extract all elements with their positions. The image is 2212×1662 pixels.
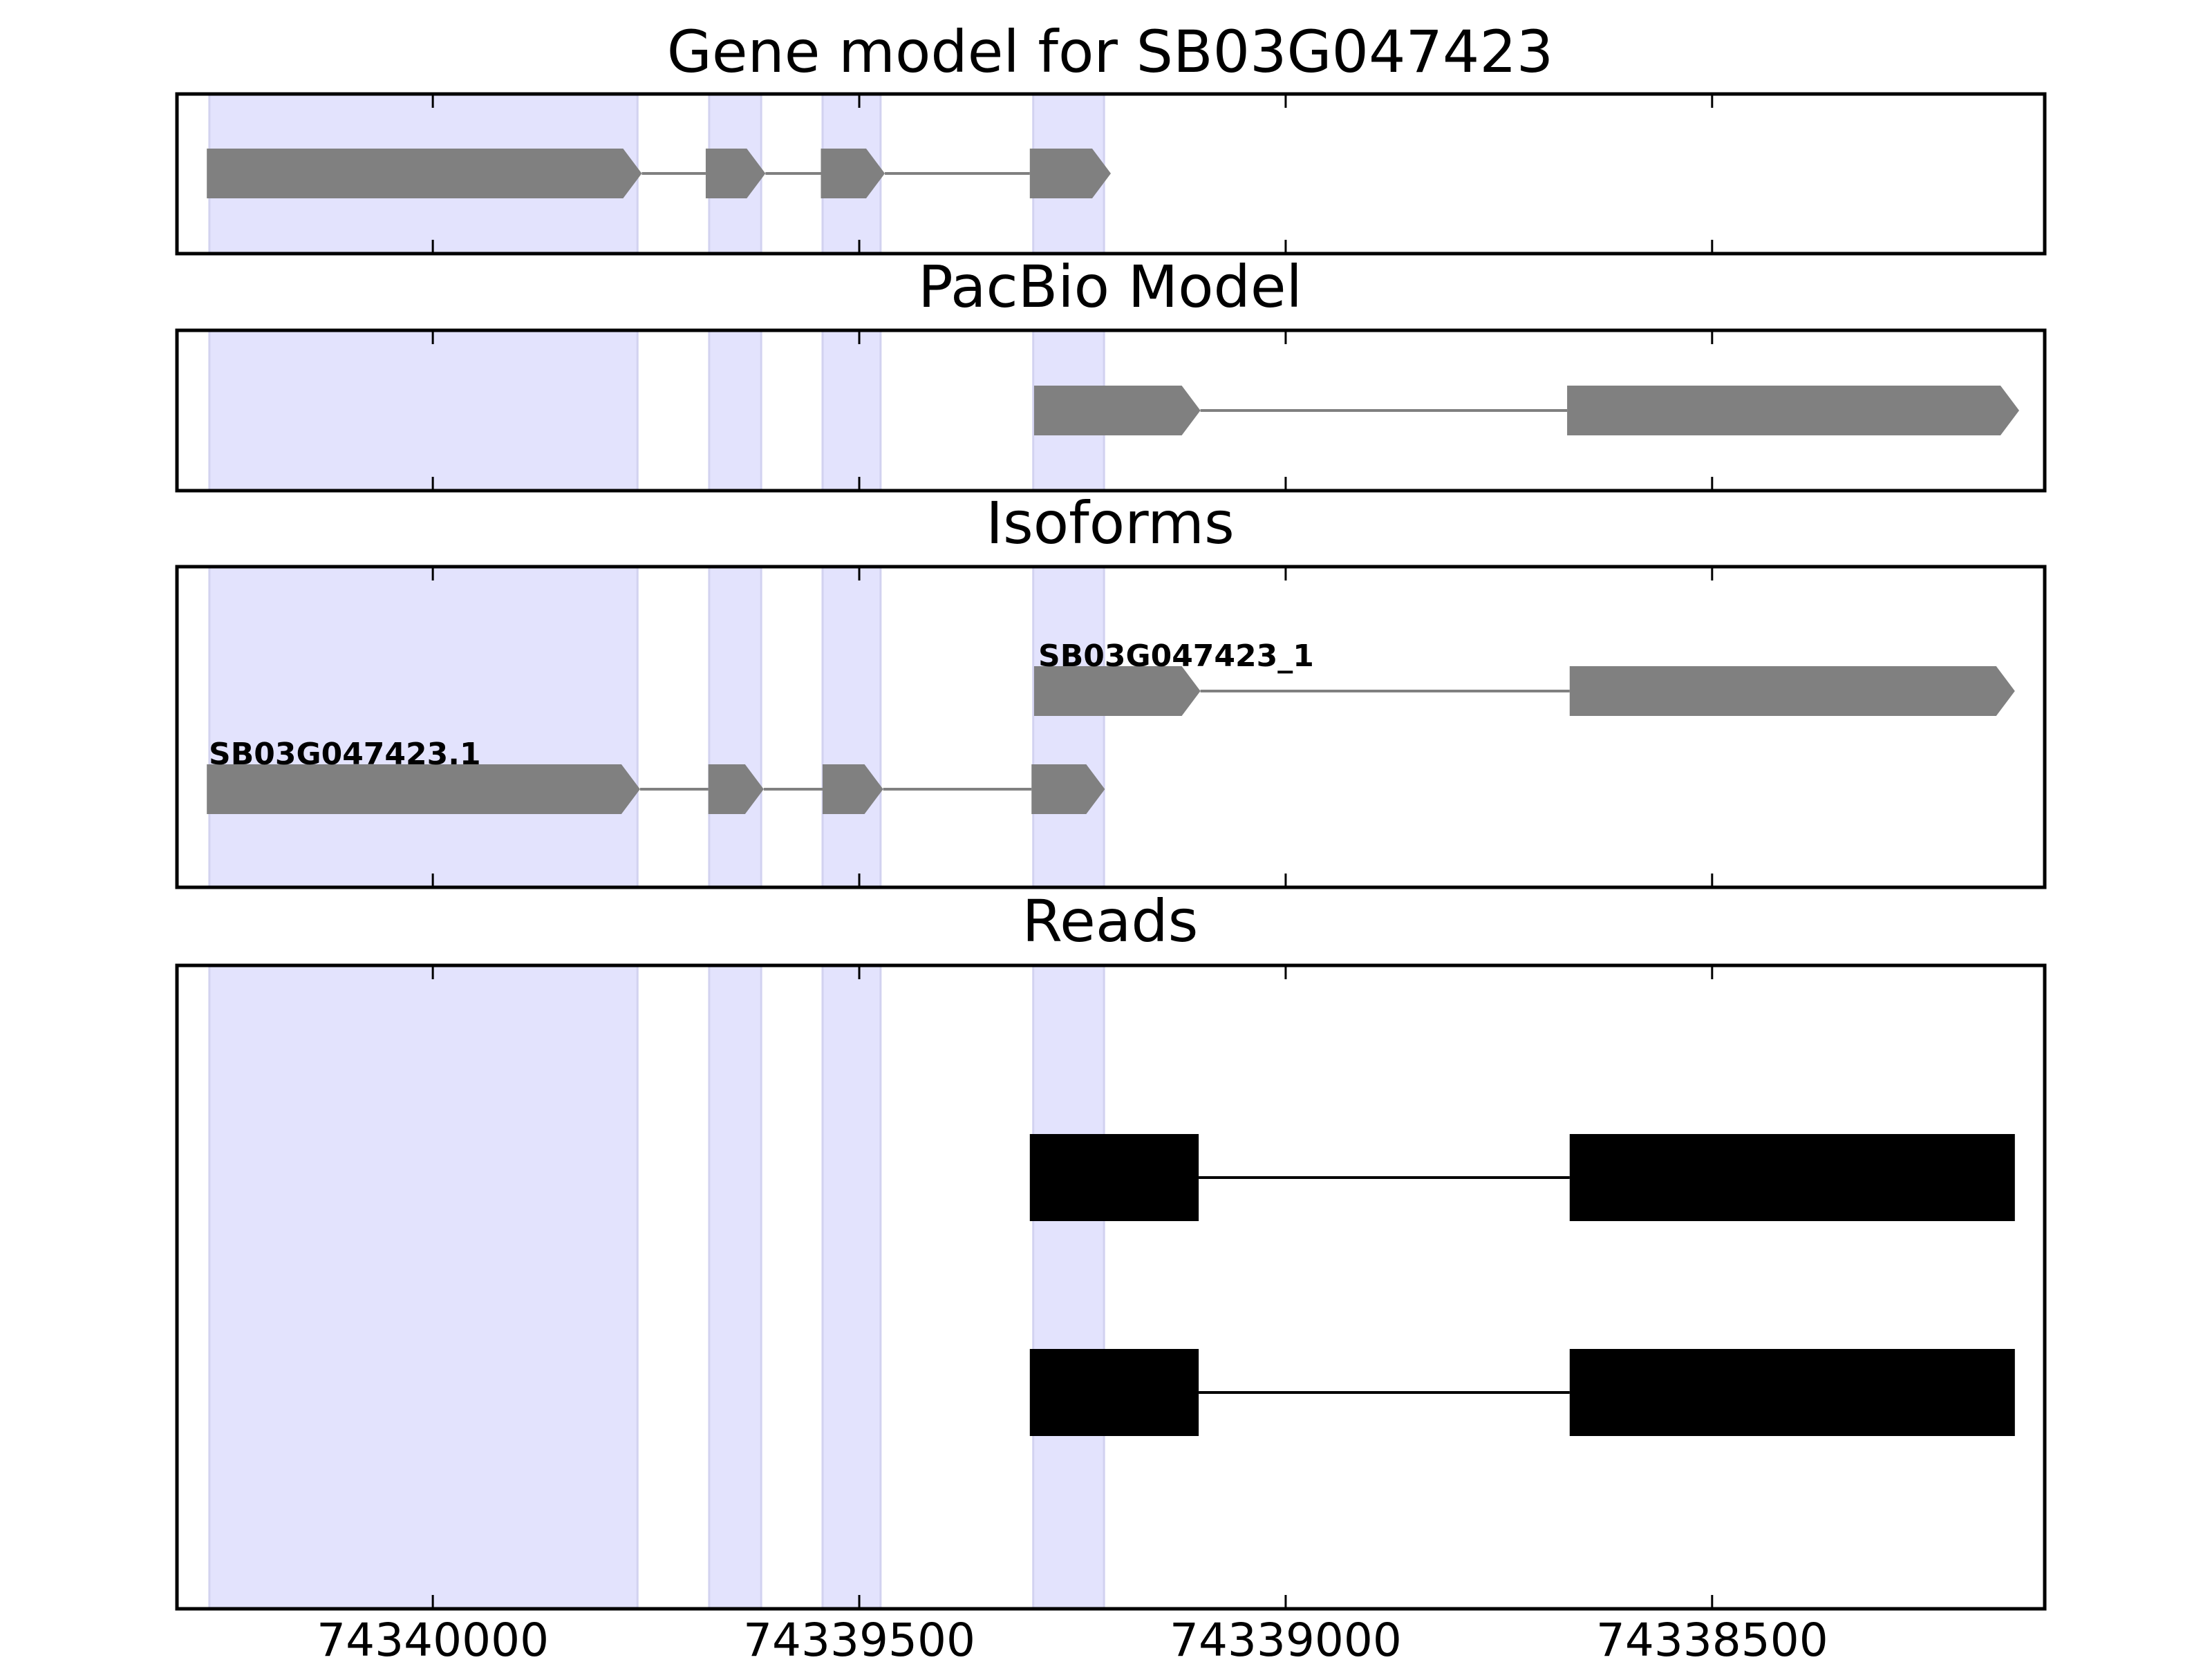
exon-arrow	[705, 149, 766, 198]
read-block	[1029, 1349, 1199, 1436]
highlight-band	[821, 565, 882, 889]
x-tick-label: 74338500	[1596, 1614, 1828, 1659]
exon-arrow	[1029, 149, 1111, 198]
exon-arrow	[822, 764, 883, 814]
x-tick-label: 74340000	[317, 1614, 549, 1659]
frame-layer	[175, 92, 2047, 1611]
panel-title-gene-model: Gene model for SB03G047423	[667, 18, 1553, 86]
read-block	[1029, 1134, 1199, 1221]
isoform-label-sb03g047423-dot-1: SB03G047423.1	[209, 737, 481, 772]
highlight-band	[208, 329, 639, 492]
panel-title-reads: Reads	[1022, 887, 1199, 955]
panel-title-isoforms: Isoforms	[986, 489, 1235, 557]
exon-arrow	[1567, 386, 2019, 435]
x-axis-ticks: 74340000 74339500 74339000 74338500	[317, 94, 1828, 1662]
x-tick-label: 74339500	[743, 1614, 975, 1659]
highlight-band	[708, 329, 762, 492]
highlight-band	[821, 329, 882, 492]
highlight-band	[1032, 565, 1105, 889]
panel-frame	[175, 328, 2047, 493]
exon-arrow	[708, 764, 764, 814]
panel-frame	[175, 92, 2047, 256]
read-block	[1569, 1349, 2015, 1436]
feature-layer	[207, 149, 2019, 1436]
exon-arrow	[1031, 764, 1105, 814]
highlight-band	[1032, 964, 1105, 1610]
exon-arrow	[821, 149, 885, 198]
exon-arrow	[207, 149, 642, 198]
x-tick-label: 74339000	[1170, 1614, 1402, 1659]
text-layer: Gene model for SB03G047423 PacBio Model …	[209, 18, 1553, 955]
isoform-label-sb03g047423-underscore-1: SB03G047423_1	[1038, 639, 1314, 674]
exon-arrow	[1033, 386, 1201, 435]
read-block	[1569, 1134, 2015, 1221]
highlight-band	[708, 964, 762, 1610]
exon-arrow	[1033, 666, 1201, 716]
highlight-band	[208, 565, 639, 889]
highlight-band	[208, 964, 639, 1610]
highlight-band	[708, 565, 762, 889]
exon-arrow	[1569, 666, 2015, 716]
panel-frame	[175, 565, 2047, 889]
exon-arrow	[207, 764, 640, 814]
highlight-band	[821, 964, 882, 1610]
highlight-layer	[208, 93, 1105, 1610]
panel-title-pacbio-model: PacBio Model	[918, 253, 1302, 321]
panel-frame	[175, 963, 2047, 1611]
